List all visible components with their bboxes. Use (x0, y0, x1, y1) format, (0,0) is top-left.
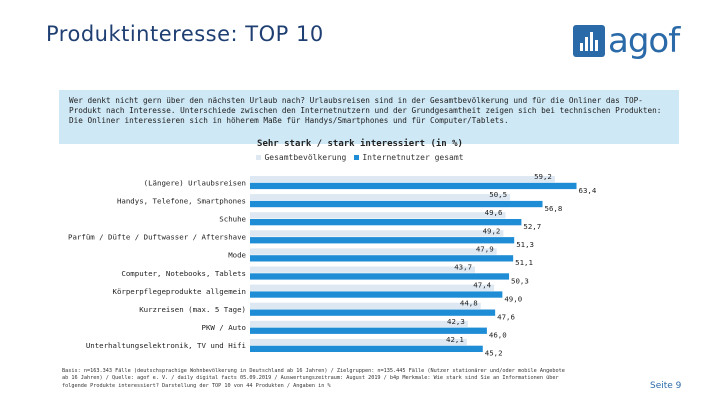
data-label: 59,2 (534, 172, 552, 181)
bar (250, 255, 514, 262)
data-label: 49,6 (485, 208, 503, 217)
bar (250, 302, 481, 309)
bar (250, 200, 543, 208)
data-label: 56,8 (545, 204, 563, 213)
bar (250, 345, 483, 352)
bar (250, 309, 496, 316)
category-label: Handys, Telefone, Smartphones (117, 196, 246, 205)
bar (250, 291, 503, 298)
category-label: Computer, Notebooks, Tablets (121, 269, 246, 278)
footer-line: folgende Produkte interessiert? Darstell… (62, 382, 331, 389)
data-label: 43,7 (454, 263, 472, 272)
intro-box: Wer denkt nicht gern über den nächsten U… (59, 90, 679, 144)
data-label: 47,4 (473, 281, 491, 290)
bar (250, 284, 495, 291)
category-label: Schuhe (219, 215, 246, 224)
data-label: 47,9 (476, 244, 494, 253)
category-label: Körperpflegeprodukte allgemein (113, 287, 247, 296)
data-label: 51,3 (516, 240, 534, 249)
bar (250, 212, 506, 219)
footer-source: Basis: n=163.343 Fälle (deutschsprachige… (62, 368, 622, 390)
page-title: Produktinteresse: TOP 10 (46, 22, 324, 46)
data-label: 49,2 (483, 226, 501, 235)
chart-title: Sehr stark / stark interessiert (in %) (257, 139, 463, 149)
bar (250, 273, 510, 280)
page-number: Seite 9 (650, 381, 682, 391)
legend-swatch-series1 (256, 155, 262, 160)
footer-line: ab 16 Jahren) / Quelle: agof e. V. / dai… (62, 375, 559, 382)
category-label: Parfüm / Düfte / Duftwasser / Aftershave (68, 233, 247, 242)
data-label: 46,0 (489, 331, 507, 340)
bar (250, 338, 467, 346)
data-label: 49,0 (504, 294, 522, 303)
category-label: Unterhaltungselektronik, TV und Hifi (86, 341, 246, 350)
bar (250, 219, 522, 226)
logo-text: agof (608, 21, 680, 61)
data-label: 45,2 (485, 349, 503, 358)
category-label: PKW / Auto (202, 323, 247, 332)
legend-item-series1: Gesamtbevölkerung (256, 153, 346, 162)
intro-text: Wer denkt nicht gern über den nächsten U… (69, 96, 662, 125)
legend-item-series2: Internetnutzer gesamt (354, 153, 464, 162)
data-label: 42,3 (447, 317, 465, 326)
data-label: 44,8 (460, 299, 478, 308)
data-label: 47,6 (497, 313, 515, 322)
bar (250, 182, 577, 190)
bar (250, 320, 468, 328)
bar (250, 266, 476, 273)
category-label: Kurzreisen (max. 5 Tage) (139, 305, 246, 314)
bar (250, 176, 555, 183)
legend-label-series2: Internetnutzer gesamt (362, 153, 464, 162)
data-label: 63,4 (579, 186, 597, 195)
bar (250, 194, 511, 201)
bar (250, 327, 487, 334)
data-label: 51,1 (515, 258, 533, 267)
chart-legend: Gesamtbevölkerung Internetnutzer gesamt (0, 153, 720, 162)
data-label: 42,1 (446, 335, 464, 344)
category-label: (Längere) Urlaubsreisen (144, 178, 246, 187)
bar-chart-icon (573, 25, 605, 57)
agof-logo: agof (573, 21, 680, 61)
legend-swatch-series2 (354, 155, 360, 160)
category-label: Mode (228, 251, 246, 260)
bar (250, 230, 504, 237)
footer-line: Basis: n=163.343 Fälle (deutschsprachige… (62, 368, 565, 374)
data-label: 50,3 (511, 276, 529, 285)
legend-label-series1: Gesamtbevölkerung (264, 153, 347, 162)
data-label: 52,7 (523, 222, 541, 231)
bar (250, 248, 497, 255)
data-label: 50,5 (489, 190, 507, 199)
bar (250, 237, 515, 244)
